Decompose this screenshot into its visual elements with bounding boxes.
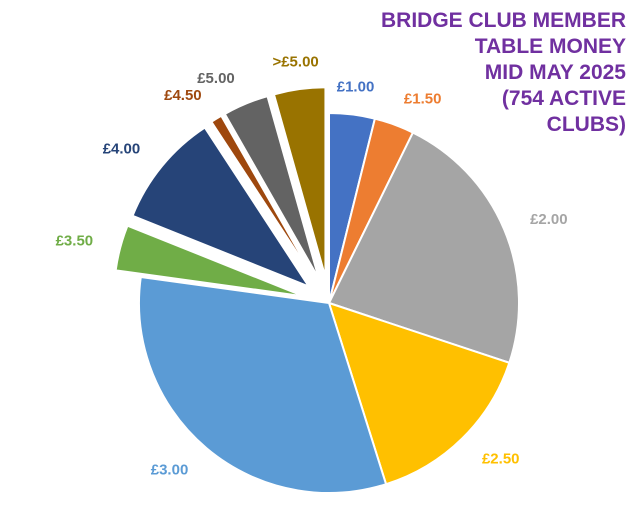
slice-label-2: £2.00	[530, 211, 568, 228]
pie-slice-3	[327, 301, 511, 486]
slice-label-7: £4.50	[164, 87, 202, 104]
slice-label-6: £4.00	[103, 140, 141, 157]
slice-label-3: £2.50	[482, 450, 520, 467]
title-line-4: (754 ACTIVE	[501, 87, 626, 110]
title-line-5: CLUBS)	[546, 113, 626, 136]
pie-slice-8	[223, 94, 320, 280]
pie-slice-7	[209, 114, 317, 282]
pie-slice-4	[138, 275, 388, 494]
slice-label-1: £1.50	[404, 90, 442, 107]
title-line-3: MID MAY 2025	[484, 61, 626, 84]
pie-slice-5	[114, 224, 305, 298]
pie-slice-2	[327, 131, 520, 365]
title-line-1: BRIDGE CLUB MEMBER	[381, 9, 626, 32]
title-line-2: TABLE MONEY	[474, 35, 626, 58]
slice-label-5: £3.50	[56, 232, 94, 249]
chart-title: BRIDGE CLUB MEMBER TABLE MONEY MID MAY 2…	[381, 8, 626, 138]
slice-label-0: £1.00	[337, 79, 375, 96]
pie-slice-9	[272, 86, 327, 278]
slice-label-9: >£5.00	[272, 53, 318, 70]
slice-label-8: £5.00	[197, 70, 235, 87]
pie-slice-6	[131, 126, 312, 289]
slice-label-4: £3.00	[151, 462, 189, 479]
